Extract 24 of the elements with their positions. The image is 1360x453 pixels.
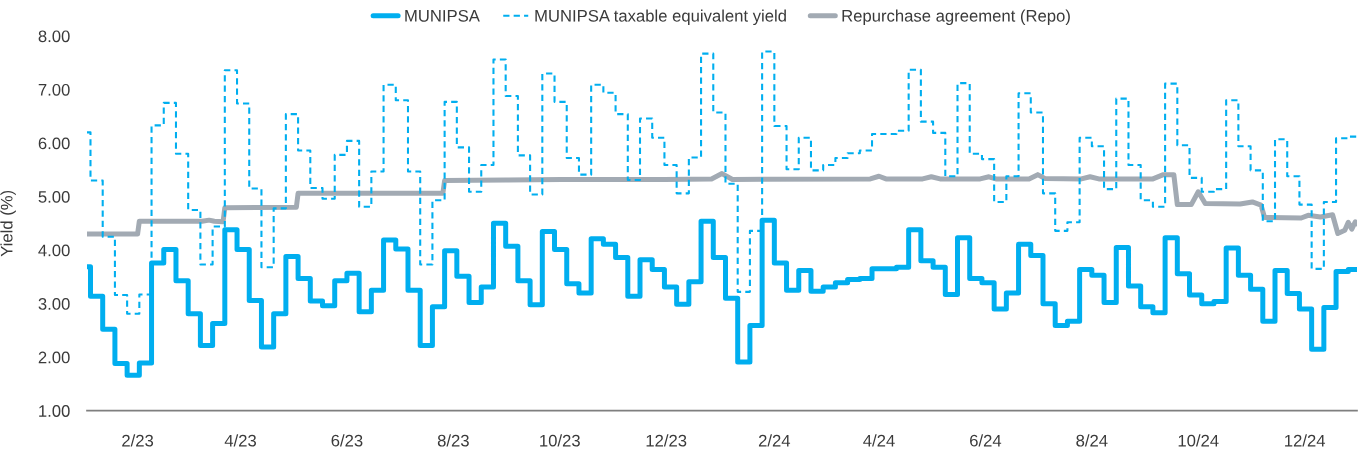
y-tick-label: 8.00 [38, 30, 70, 43]
x-tick-label: 4/23 [224, 434, 256, 447]
x-tick-label: 8/24 [1076, 434, 1108, 447]
y-tick-label: 3.00 [38, 298, 70, 310]
x-tick-label: 6/24 [970, 434, 1002, 447]
x-tick-label: 8/23 [437, 434, 469, 447]
x-tick-label: 2/24 [758, 434, 791, 447]
y-tick-label: 6.00 [38, 137, 70, 150]
x-tick-label: 12/24 [1285, 434, 1326, 447]
x-tick-label: 6/23 [331, 434, 363, 447]
legend-label: MUNIPSA [405, 9, 480, 22]
legend-label: MUNIPSA taxable equivalent yield [535, 9, 786, 26]
y-tick-label: 2.00 [38, 351, 70, 364]
y-tick-label: 5.00 [38, 190, 70, 203]
y-tick-label: 1.00 [39, 405, 70, 417]
x-tick-label: 12/23 [646, 434, 687, 447]
y-axis-title: Yield (%) [0, 190, 16, 257]
x-tick-label: 10/23 [540, 434, 580, 447]
y-tick-label: 7.00 [38, 83, 70, 96]
y-tick-label: 4.00 [38, 244, 70, 257]
x-tick-label: 2/23 [122, 434, 154, 447]
x-tick-label: 10/24 [1178, 434, 1219, 447]
legend-label: Repurchase agreement (Repo) [842, 9, 1070, 26]
x-tick-label: 4/24 [863, 434, 895, 447]
